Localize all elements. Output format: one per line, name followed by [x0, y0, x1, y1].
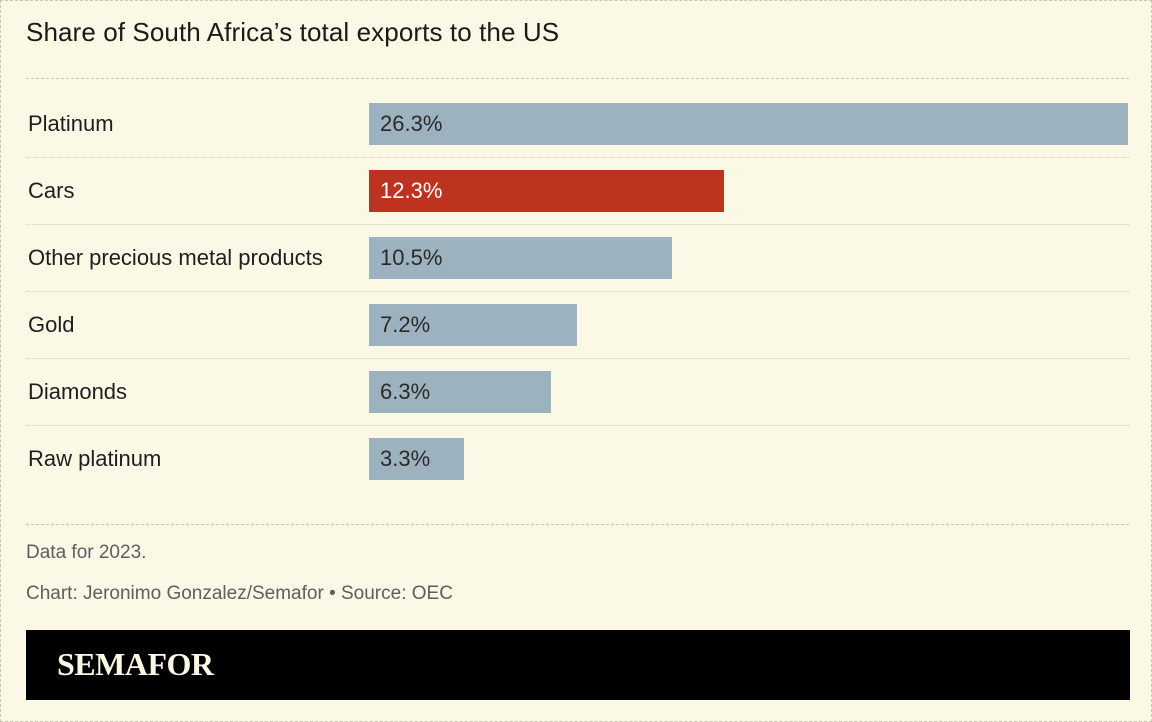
row-separator — [26, 157, 1129, 158]
value-label: 12.3% — [380, 178, 443, 203]
category-label: Gold — [28, 312, 75, 337]
value-label: 26.3% — [380, 111, 443, 136]
footer-brand-band: SEMAFOR — [26, 630, 1130, 700]
data-note: Data for 2023. — [26, 542, 147, 563]
value-label: 10.5% — [380, 245, 443, 270]
semafor-logo: SEMAFOR — [57, 646, 214, 682]
row-separator — [26, 224, 1129, 225]
chart-title: Share of South Africa’s total exports to… — [26, 17, 560, 47]
bar — [369, 438, 464, 480]
bottom-divider — [26, 524, 1129, 525]
top-divider — [26, 78, 1129, 79]
category-label: Platinum — [28, 111, 114, 136]
bar — [369, 237, 672, 279]
bar — [369, 103, 1128, 145]
category-label: Cars — [28, 178, 75, 203]
category-label: Other precious metal products — [28, 245, 323, 270]
row-separator — [26, 358, 1129, 359]
value-label: 3.3% — [380, 446, 431, 471]
credit-line: Chart: Jeronimo Gonzalez/Semafor • Sourc… — [26, 583, 453, 604]
category-label: Diamonds — [28, 379, 128, 404]
bar — [369, 304, 577, 346]
bar — [369, 170, 724, 212]
row-separator — [26, 291, 1129, 292]
category-label: Raw platinum — [28, 446, 162, 471]
row-separator — [26, 425, 1129, 426]
value-label: 7.2% — [380, 312, 431, 337]
value-label: 6.3% — [380, 379, 431, 404]
bar — [369, 371, 551, 413]
